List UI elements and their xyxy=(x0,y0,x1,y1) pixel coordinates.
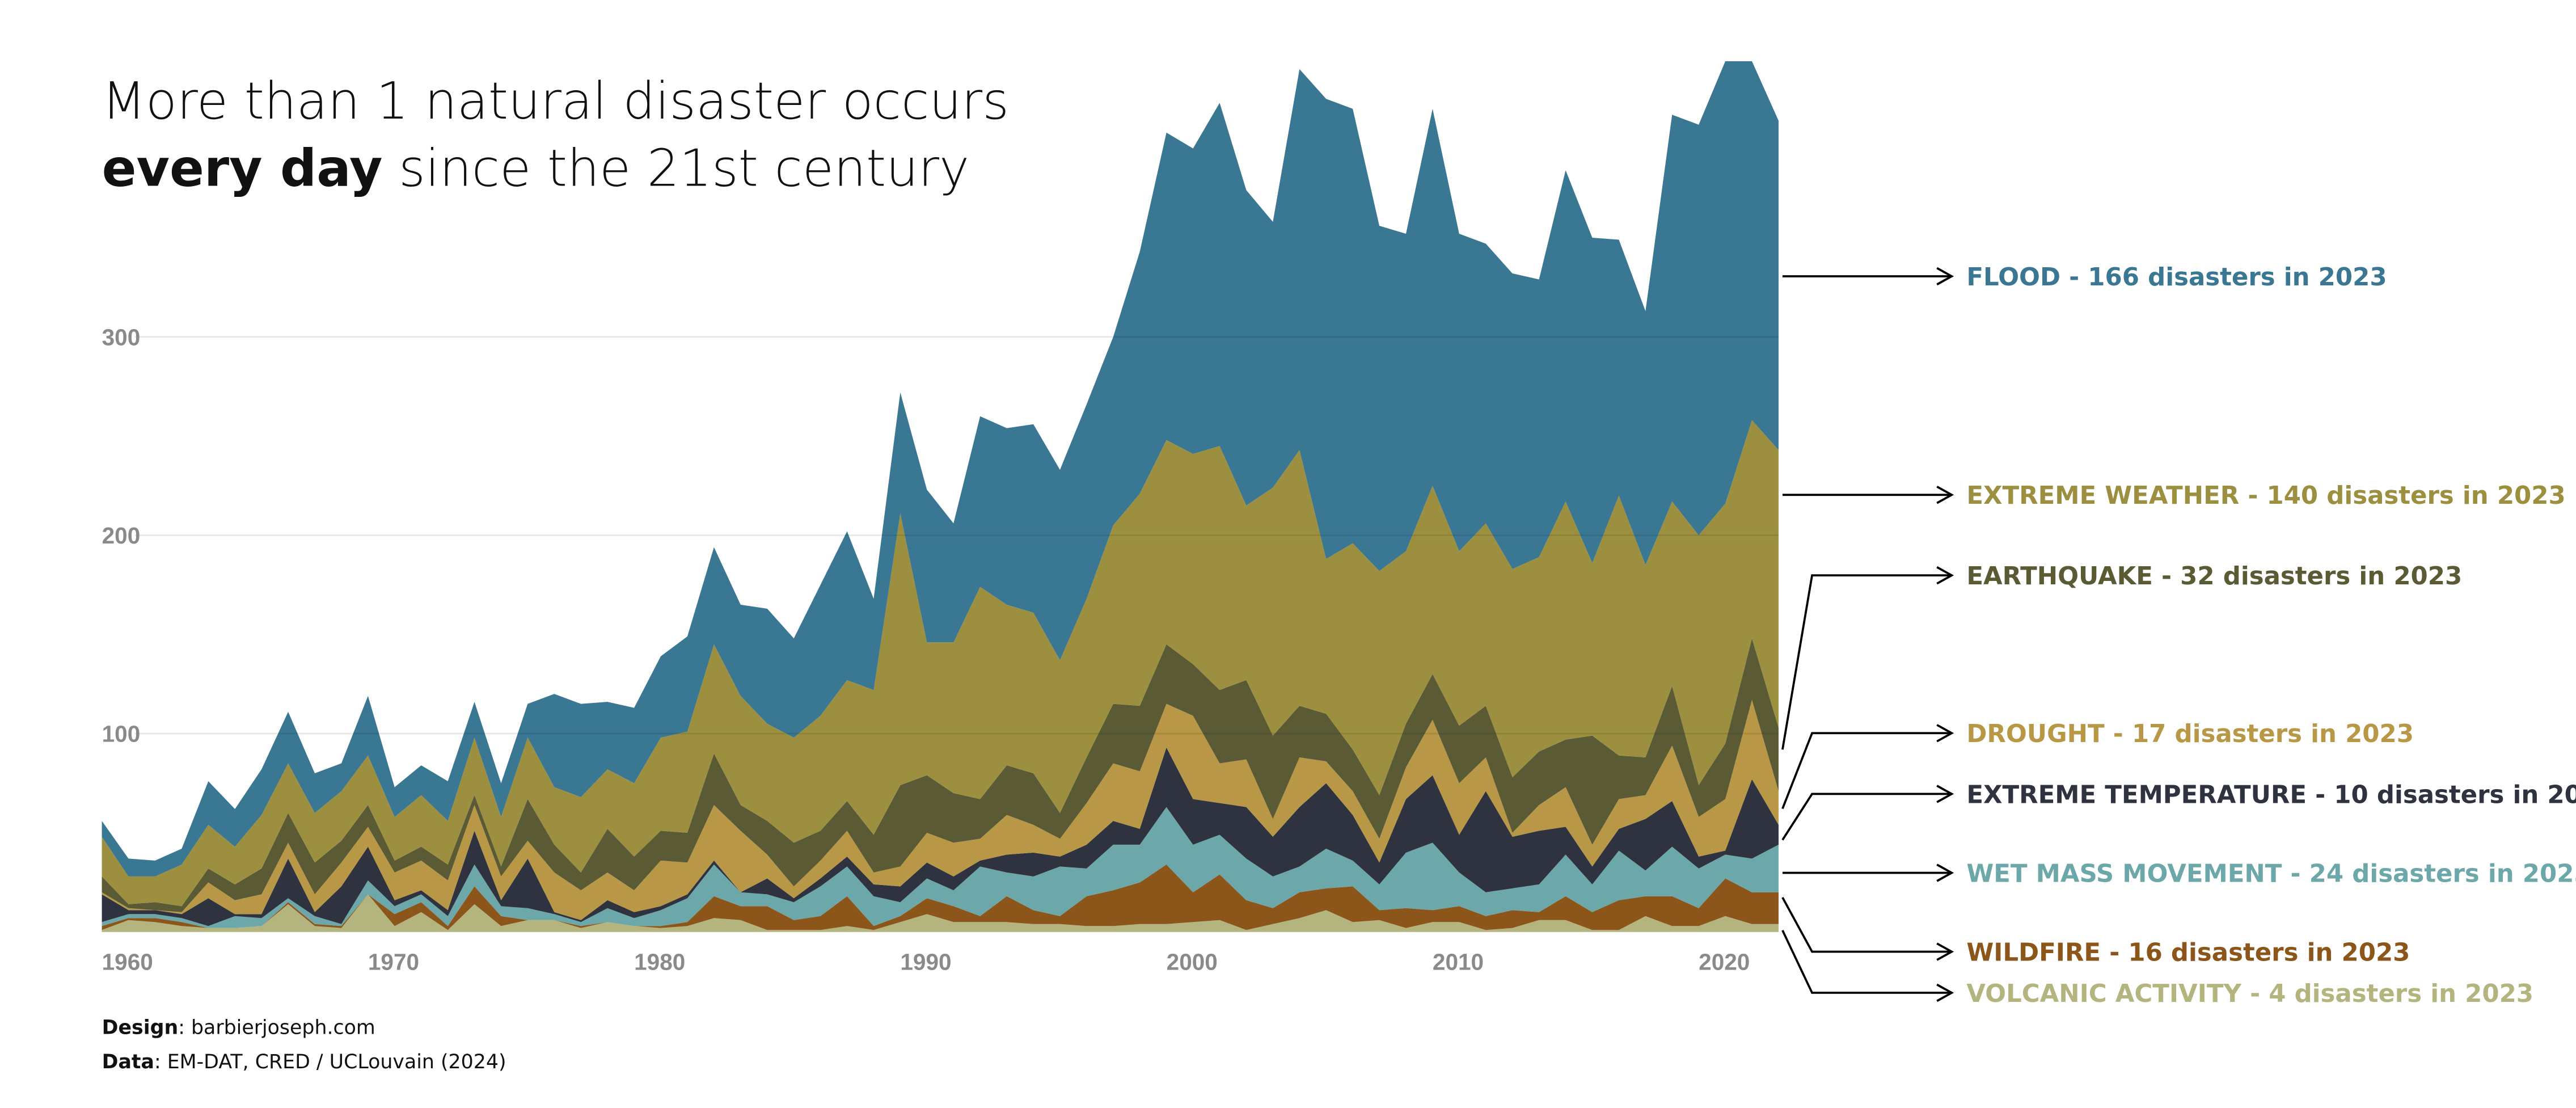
arrowhead-icon xyxy=(1936,486,1954,504)
footer-design-value: : barbierjoseph.com xyxy=(178,1016,375,1039)
y-tick-label: 100 xyxy=(102,721,141,747)
label-extreme-weather: EXTREME WEATHER - 140 disasters in 2023 xyxy=(1966,482,2565,510)
footer-design-label: Design xyxy=(102,1016,179,1039)
x-tick-label: 2000 xyxy=(1167,949,1218,975)
footer-data-label: Data xyxy=(102,1051,154,1073)
areas xyxy=(102,61,1779,932)
connector-volcanic-activity xyxy=(1781,930,1952,994)
arrowhead-icon xyxy=(1936,724,1954,743)
arrowhead-icon xyxy=(1936,983,1954,1002)
area-extreme-weather xyxy=(102,420,1779,907)
area-wildfire xyxy=(102,864,1779,930)
label-flood: FLOOD - 166 disasters in 2023 xyxy=(1966,263,2387,292)
footer-data: Data: EM-DAT, CRED / UCLouvain (2024) xyxy=(102,1051,506,1073)
label-wildfire: WILDFIRE - 16 disasters in 2023 xyxy=(1966,938,2410,967)
connector-extreme-temperature xyxy=(1781,793,1952,841)
area-flood xyxy=(102,61,1779,877)
area-drought xyxy=(102,700,1779,920)
title-rest: since the 21st century xyxy=(383,140,970,199)
y-axis: 100 200 300 xyxy=(102,324,141,747)
area-volcanic-activity xyxy=(102,894,1779,932)
gridlines xyxy=(134,336,1779,735)
x-tick-label: 1980 xyxy=(634,949,685,975)
label-wet-mass-movement: WET MASS MOVEMENT - 24 disasters in 2023 xyxy=(1966,860,2576,888)
title-line-1: More than 1 natural disaster occurs xyxy=(102,72,1009,131)
title-line-2: every day since the 21st century xyxy=(102,140,970,199)
y-tick-label: 300 xyxy=(102,324,141,350)
series-labels: VOLCANIC ACTIVITY - 4 disasters in 2023 W… xyxy=(1781,263,2576,1008)
area-extreme-temperature xyxy=(102,747,1779,926)
label-volcanic-activity: VOLCANIC ACTIVITY - 4 disasters in 2023 xyxy=(1966,980,2533,1008)
arrowhead-icon xyxy=(1936,863,1954,882)
arrowhead-icon xyxy=(1936,566,1954,585)
arrowhead-icon xyxy=(1936,267,1954,286)
footer-design: Design: barbierjoseph.com xyxy=(102,1016,375,1039)
connector-earthquake xyxy=(1781,574,1952,750)
connector-drought xyxy=(1781,732,1952,810)
area-wet-mass-movement xyxy=(102,807,1779,928)
x-tick-label: 2020 xyxy=(1699,949,1750,975)
arrowhead-icon xyxy=(1936,942,1954,961)
footer-data-value: : EM-DAT, CRED / UCLouvain (2024) xyxy=(154,1051,506,1073)
title-emphasis: every day xyxy=(102,140,383,199)
area-earthquake xyxy=(102,638,1779,912)
label-drought: DROUGHT - 17 disasters in 2023 xyxy=(1966,720,2414,748)
y-tick-label: 200 xyxy=(102,523,141,549)
x-tick-label: 2010 xyxy=(1433,949,1484,975)
label-earthquake: EARTHQUAKE - 32 disasters in 2023 xyxy=(1966,562,2462,591)
x-axis: 1960 1970 1980 1990 2000 2010 2020 xyxy=(102,949,1750,975)
label-extreme-temperature: EXTREME TEMPERATURE - 10 disasters in 20… xyxy=(1966,781,2576,809)
arrowhead-icon xyxy=(1936,785,1954,803)
connector-wildfire xyxy=(1781,897,1952,953)
x-tick-label: 1970 xyxy=(368,949,419,975)
x-tick-label: 1990 xyxy=(900,949,951,975)
x-tick-label: 1960 xyxy=(102,949,153,975)
